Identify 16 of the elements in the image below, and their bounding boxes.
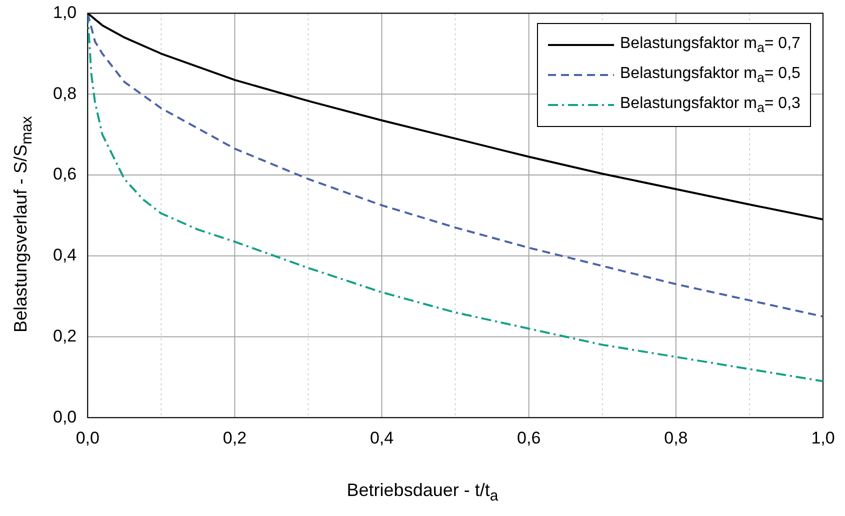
y-tick-label: 1,0 — [52, 2, 77, 22]
legend-label: Belastungsfaktor m$_{a}$= 0,3 — [620, 95, 800, 116]
x-tick-label: 1,0 — [811, 428, 835, 448]
x-axis-title: Betriebsdauer - t/t$_{a}$ — [346, 480, 500, 505]
y-tick-label: 0,8 — [52, 84, 77, 103]
legend-label: Belastungsfaktor m$_{a}$= 0,5 — [620, 65, 800, 86]
x-tick-label: 0,8 — [664, 428, 688, 448]
y-tick-label: 0,0 — [52, 407, 77, 426]
x-tick-label: 0,6 — [517, 428, 541, 448]
y-tick-label: 0,2 — [52, 326, 77, 346]
legend-label: Belastungsfaktor m$_{a}$= 0,7 — [620, 35, 800, 56]
y-tick-label: 0,6 — [52, 164, 77, 184]
y-tick-label: 0,4 — [52, 246, 77, 265]
x-tick-label: 0,2 — [222, 428, 247, 448]
x-tick-label: 0,4 — [370, 428, 394, 448]
x-tick-label: 0,0 — [76, 428, 100, 448]
